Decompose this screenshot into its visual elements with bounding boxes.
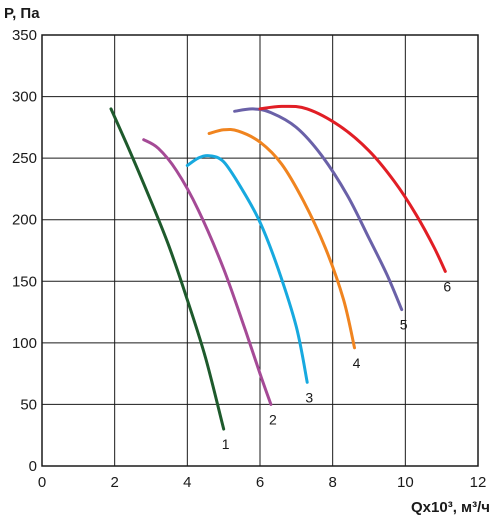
x-tick-label: 8: [328, 474, 336, 491]
curve-label-4: 4: [353, 355, 361, 371]
x-tick-label: 10: [397, 474, 414, 491]
curve-2: [142, 138, 273, 406]
curve-label-1: 1: [222, 436, 230, 452]
y-axis-ticks: 0 50 100 150 200 250 300 350: [12, 27, 37, 475]
y-tick-label: 0: [29, 458, 37, 475]
x-axis-ticks: 0 2 4 6 8 10 12: [38, 474, 487, 491]
curve-label-6: 6: [443, 278, 451, 294]
curve-label-5: 5: [400, 317, 408, 333]
curve-6: [258, 104, 447, 273]
x-tick-label: 4: [183, 474, 191, 491]
y-tick-label: 300: [12, 89, 37, 106]
curve-1: [109, 107, 226, 431]
curve-label-3: 3: [305, 389, 313, 405]
curves: 1 2 3 4 5 6: [109, 104, 451, 452]
y-tick-label: 50: [20, 396, 37, 413]
plot-frame: [41, 34, 479, 467]
grid: [41, 34, 479, 467]
curve-3: [185, 154, 309, 384]
y-tick-label: 250: [12, 150, 37, 167]
x-axis-title: Qx10³, м³/ч: [411, 499, 490, 516]
y-axis-title: P, Па: [4, 5, 40, 22]
curve-4: [207, 127, 356, 350]
curve-5: [233, 107, 404, 312]
y-tick-label: 150: [12, 273, 37, 290]
y-tick-label: 350: [12, 27, 37, 44]
y-tick-label: 200: [12, 212, 37, 229]
x-tick-label: 6: [256, 474, 264, 491]
curve-label-2: 2: [269, 411, 277, 427]
y-tick-label: 100: [12, 335, 37, 352]
x-tick-label: 12: [470, 474, 487, 491]
x-tick-label: 2: [110, 474, 118, 491]
x-tick-label: 0: [38, 474, 46, 491]
